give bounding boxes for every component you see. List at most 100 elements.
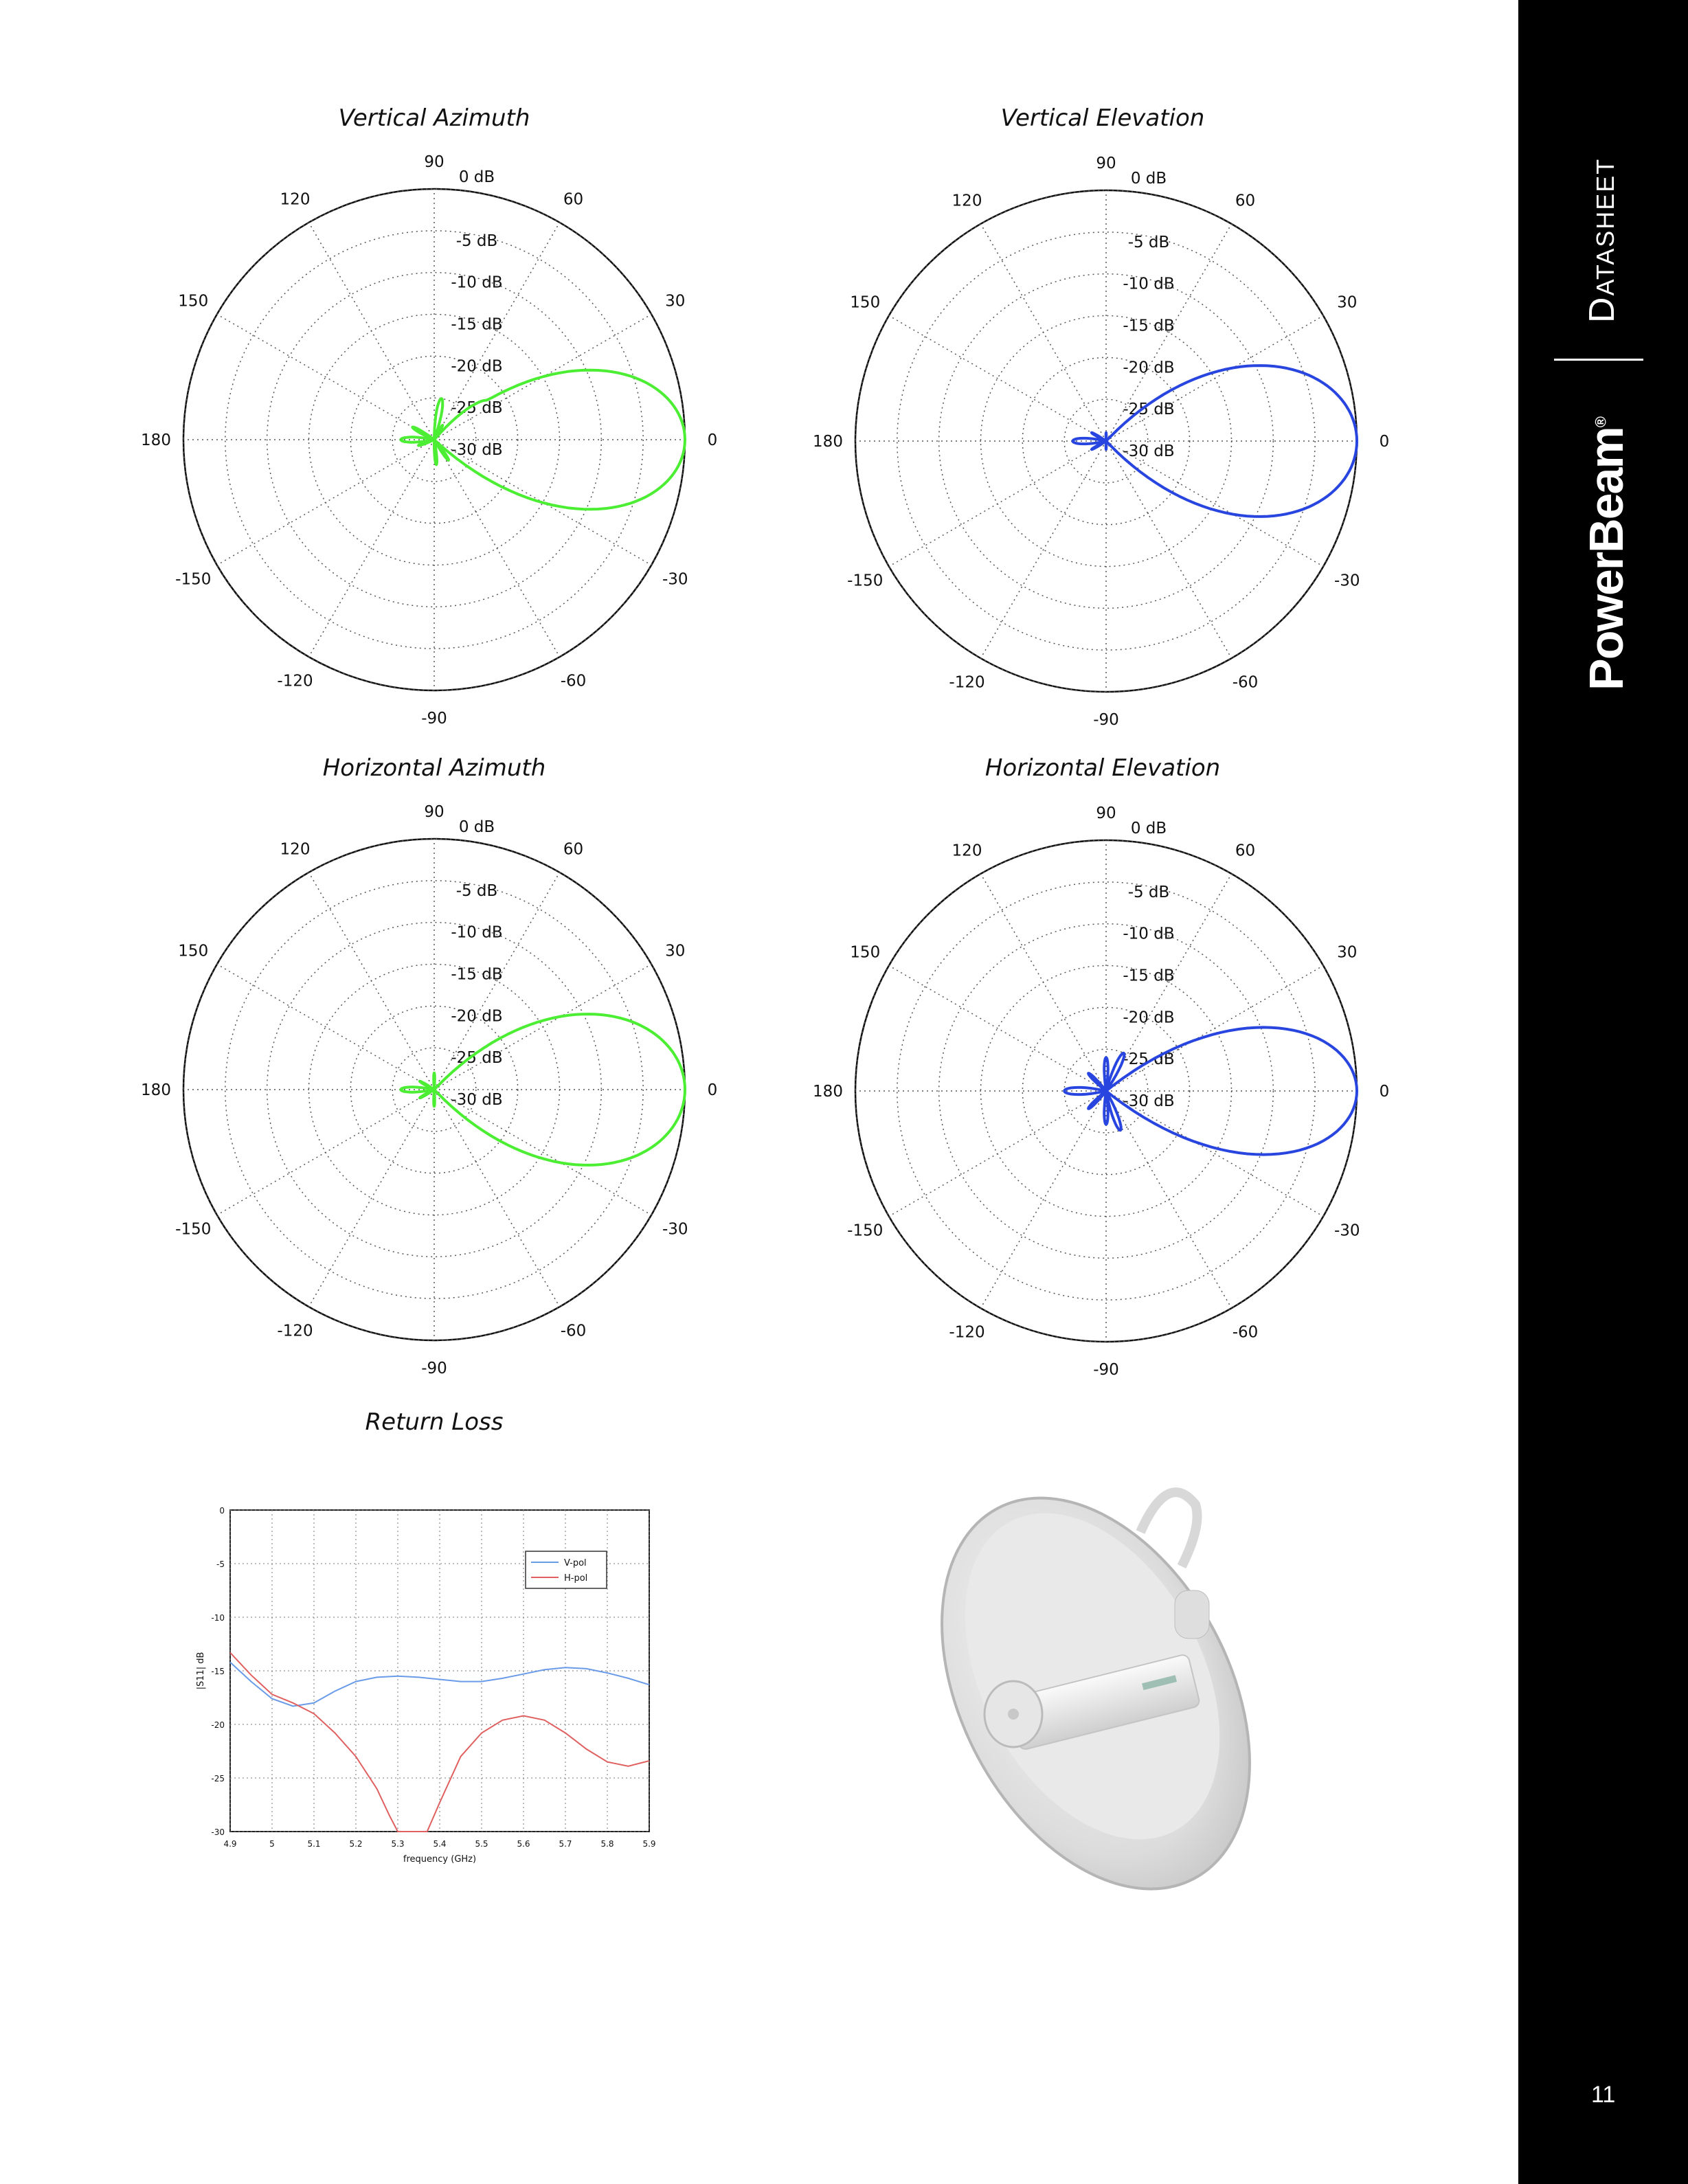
polar-grid-ring	[266, 921, 603, 1258]
polar-angle-label: -120	[949, 674, 984, 692]
legend-label: H-pol	[564, 1573, 587, 1584]
polar-radial-label: -10 dB	[1123, 925, 1174, 943]
polar-grid-spoke	[216, 1089, 435, 1216]
polar-angle-label: -30	[1334, 572, 1360, 590]
polar-angle-label: -90	[421, 710, 447, 728]
legend-label: V-pol	[564, 1558, 587, 1568]
polar-angle-label: -150	[847, 1222, 883, 1240]
polar-angle-label: 90	[1096, 804, 1116, 822]
polar-angle-label: 30	[1337, 944, 1357, 962]
polar-grid-spoke	[888, 315, 1107, 442]
y-tick-label: -5	[216, 1560, 225, 1569]
polar-angle-label: -150	[175, 571, 211, 589]
polar-grid-spoke	[434, 1089, 652, 1216]
x-tick-label: 5.8	[600, 1839, 614, 1849]
polar-radial-label: 0 dB	[1131, 170, 1167, 188]
polar-grid-spoke	[888, 965, 1107, 1092]
polar-grid-spoke	[1105, 315, 1324, 442]
polar-radial-label: -15 dB	[451, 316, 502, 334]
x-tick-label: 5.5	[475, 1839, 488, 1849]
polar-grid-spoke	[1105, 223, 1233, 442]
polar-angle-label: 150	[178, 943, 208, 960]
polar-grid-spoke	[216, 313, 435, 440]
polar-angle-label: 90	[424, 153, 444, 171]
polar-angle-label: 150	[850, 294, 880, 312]
polar-angle-label: -90	[1093, 711, 1119, 729]
doc-type-label: Datasheet	[1582, 157, 1622, 323]
polar-grid-spoke	[1105, 1090, 1233, 1309]
series-line	[229, 1652, 650, 1832]
polar-grid-spoke	[888, 1090, 1107, 1217]
polar-grid-spoke	[308, 439, 435, 657]
polar-radial-label: -30 dB	[451, 441, 502, 459]
polar-radial-label: -20 dB	[451, 1007, 502, 1025]
polar-pattern-trace	[399, 368, 686, 511]
polar-chart-vertical-azimuth: 0 30 60 90 120 150 180 -150 -120 -90 -60 -30 0 dB -5 …	[141, 153, 717, 728]
polar-grid-spoke	[1105, 440, 1324, 567]
polar-grid-ring	[897, 232, 1316, 651]
brand-name: PowerBeam	[1579, 427, 1633, 690]
polar-grid-spoke	[308, 872, 435, 1090]
polar-radial-label: -20 dB	[1123, 359, 1174, 376]
polar-radial-label: -5 dB	[456, 232, 498, 250]
polar-angle-label: 0	[1380, 1083, 1390, 1101]
polar-grid-spoke	[1105, 965, 1324, 1092]
polar-angle-label: 120	[952, 842, 982, 859]
polar-radial-label: 0 dB	[1131, 820, 1167, 837]
polar-angle-label: 180	[813, 433, 843, 451]
polar-radial-label: -5 dB	[456, 882, 498, 900]
polar-pattern-trace	[1063, 1026, 1358, 1156]
polar-angle-label: 60	[563, 840, 583, 858]
polar-radial-label: 0 dB	[459, 168, 495, 186]
chart-title-vertical-elevation: Vertical Elevation	[1000, 104, 1205, 132]
legend-box	[525, 1551, 607, 1589]
y-tick-label: -10	[211, 1613, 225, 1623]
y-tick-label: -15	[211, 1667, 225, 1676]
polar-angle-label: 120	[952, 192, 982, 210]
polar-grid-spoke	[434, 439, 561, 657]
polar-angle-label: -120	[277, 1322, 313, 1340]
page-number: 11	[1591, 2082, 1616, 2108]
polar-angle-label: -120	[949, 1324, 984, 1342]
polar-grid-ring	[350, 355, 519, 524]
polar-angle-label: 90	[424, 803, 444, 821]
polar-angle-label: 150	[178, 293, 208, 311]
polar-radial-label: 0 dB	[459, 818, 495, 836]
polar-angle-label: -90	[1093, 1361, 1119, 1379]
x-tick-label: 4.9	[223, 1839, 236, 1849]
polar-grid-spoke	[980, 440, 1107, 659]
polar-grid-ring	[392, 397, 477, 482]
polar-pattern-trace	[1071, 364, 1358, 518]
polar-grid-ring	[266, 271, 603, 608]
polar-grid-spoke	[308, 222, 435, 440]
polar-angle-label: -60	[561, 1322, 587, 1340]
polar-angle-label: 0	[708, 1081, 718, 1099]
dish-antenna-icon	[941, 1487, 1251, 1891]
polar-grid-ring	[1022, 1006, 1191, 1175]
polar-angle-label: -30	[662, 1221, 688, 1239]
y-axis-label: |S11| dB	[196, 1652, 206, 1690]
polar-grid-ring	[392, 1047, 477, 1132]
x-axis-label: frequency (GHz)	[403, 1854, 476, 1865]
polar-pattern-trace	[399, 1013, 686, 1167]
polar-angle-label: -30	[1334, 1222, 1360, 1240]
polar-radial-label: -20 dB	[1123, 1009, 1174, 1026]
polar-angle-label: 30	[665, 943, 685, 960]
y-tick-label: -30	[211, 1827, 225, 1837]
polar-grid-spoke	[980, 873, 1107, 1092]
polar-grid-ring	[225, 880, 644, 1299]
polar-grid-spoke	[216, 439, 435, 566]
x-tick-label: 5.9	[642, 1839, 655, 1849]
polar-grid-spoke	[434, 872, 561, 1090]
polar-grid-ring	[350, 1005, 519, 1174]
x-tick-label: 5.1	[307, 1839, 320, 1849]
polar-angle-label: -150	[175, 1221, 211, 1239]
polar-angle-label: -90	[421, 1360, 447, 1377]
return-loss-chart: 4.9 5 5.1 5.2 5.3 5.4 5.5 5.6 5.7 5.8 5.9 0 -5 -10 -15…	[196, 1506, 656, 1865]
product-image	[941, 1487, 1251, 1891]
x-tick-label: 5.7	[559, 1839, 572, 1849]
polar-radial-label: -30 dB	[1123, 442, 1174, 460]
polar-chart-horizontal-azimuth: 0 30 60 90 120 150 180 -150 -120 -90 -60 -30 0 dB -5 …	[141, 803, 718, 1377]
polar-grid-spoke	[980, 1090, 1107, 1309]
polar-grid-spoke	[434, 963, 652, 1090]
